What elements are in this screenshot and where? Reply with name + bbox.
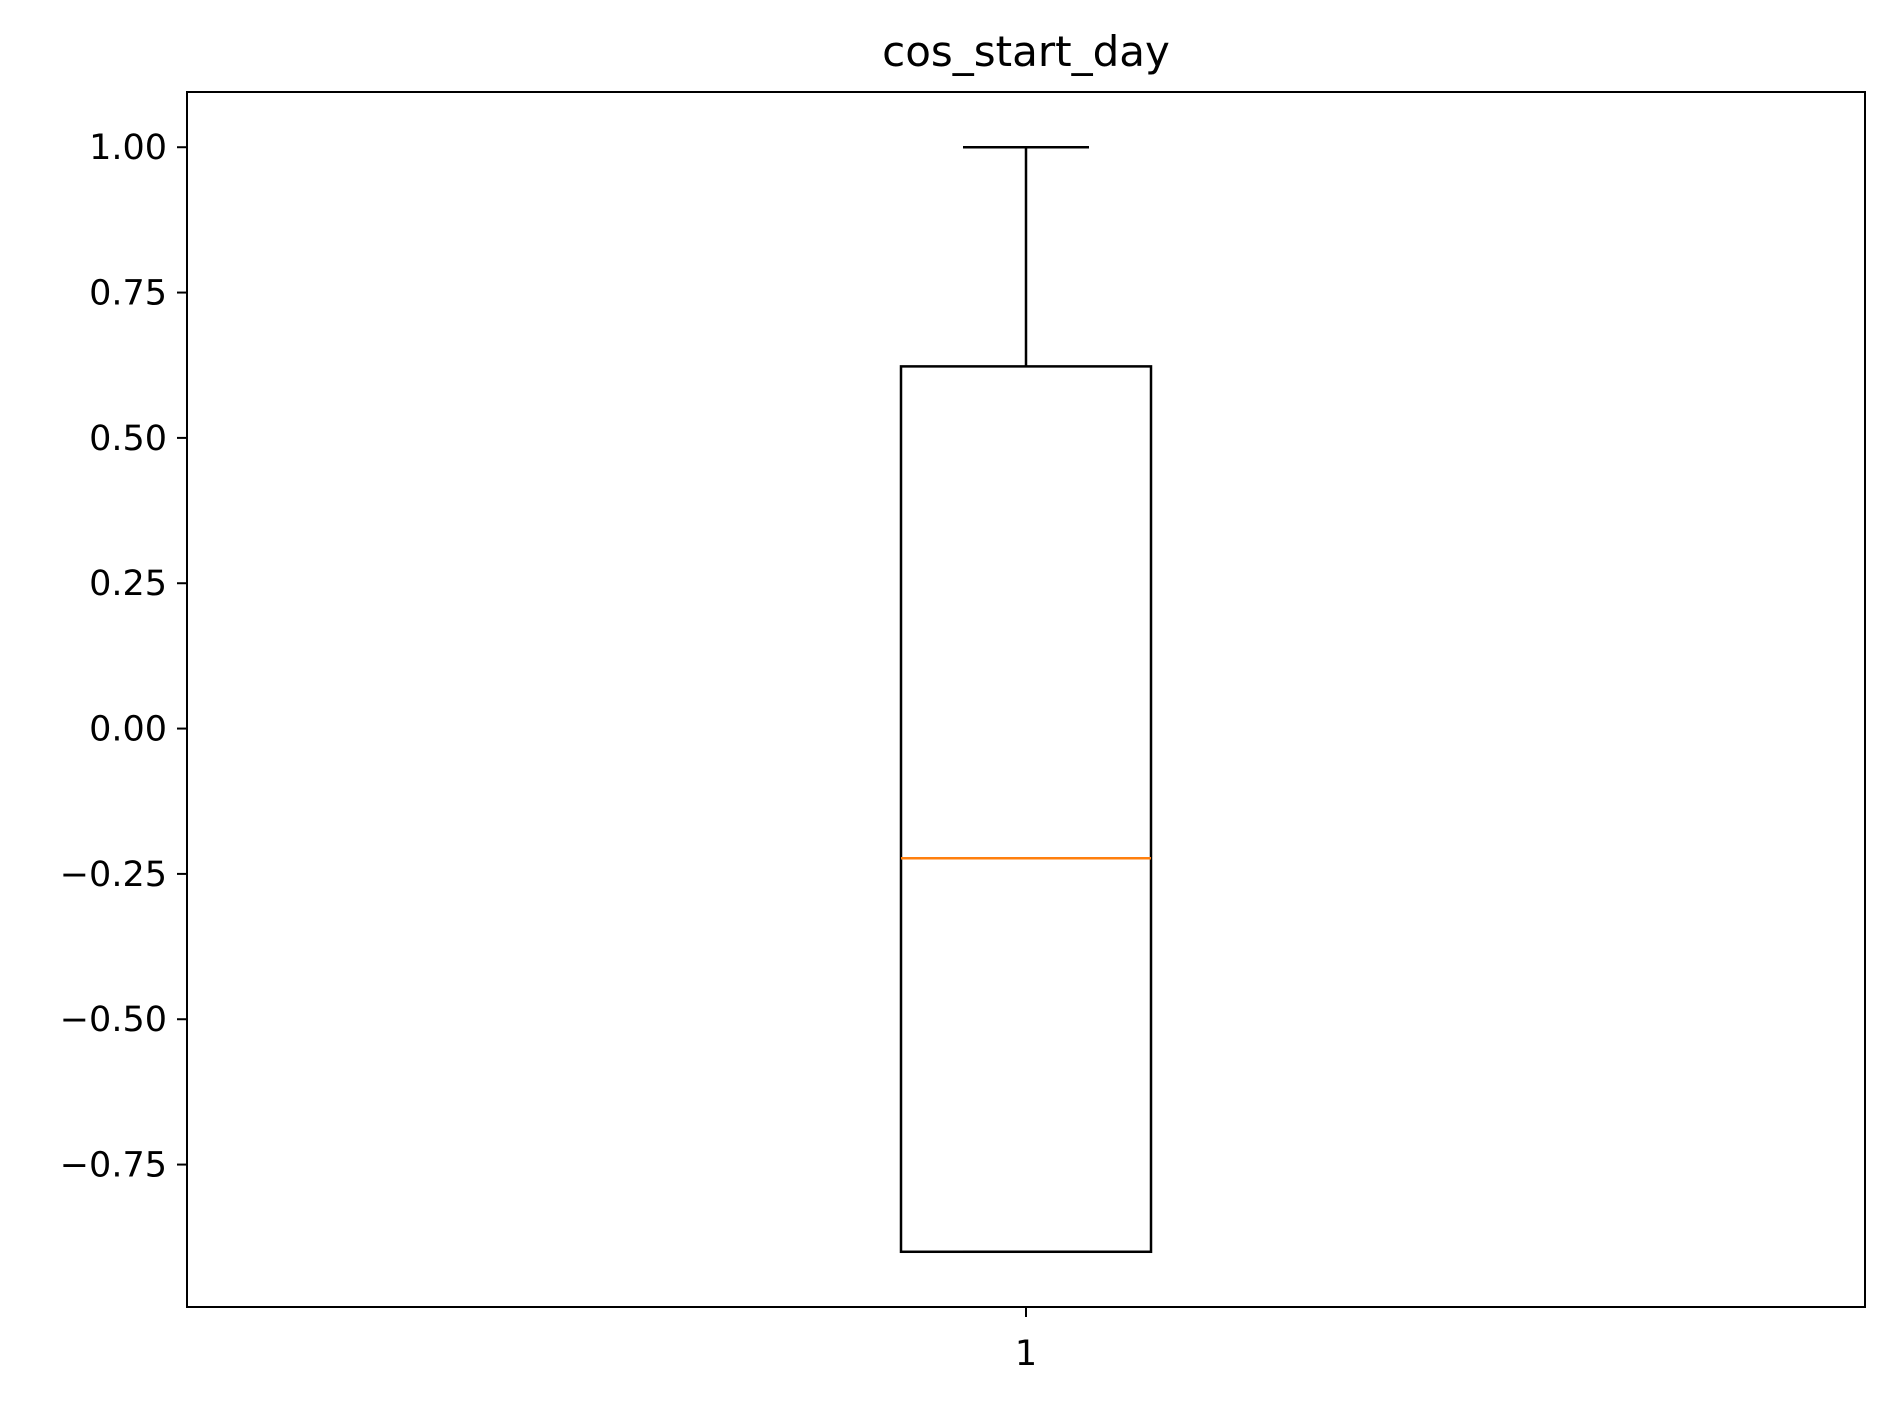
chart-marks	[899, 145, 1153, 1254]
y-tick-label: −0.75	[60, 1146, 167, 1186]
chart-title: cos_start_day	[882, 27, 1170, 76]
x-tick-label: 1	[1015, 1334, 1037, 1374]
y-tick-label: 0.50	[89, 419, 167, 459]
y-axis: −0.75 −0.50 −0.25 0.00 0.25 0.50 0.75 1.00	[60, 128, 187, 1186]
y-tick-label: 1.00	[89, 128, 167, 168]
plot-frame	[186, 91, 1866, 1308]
y-tick-label: −0.25	[60, 855, 167, 895]
box-iqr	[899, 365, 1153, 1254]
y-tick-label: 0.25	[89, 564, 167, 604]
x-axis: 1	[1015, 1307, 1037, 1374]
y-tick-label: 0.75	[89, 274, 167, 314]
y-tick-label: 0.00	[89, 710, 167, 750]
y-tick-label: −0.50	[60, 1000, 167, 1040]
